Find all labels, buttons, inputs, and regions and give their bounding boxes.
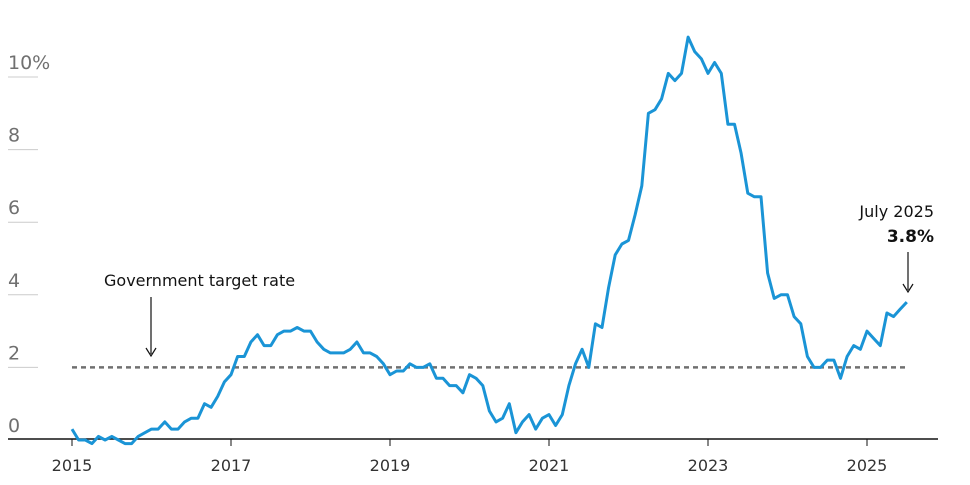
latest-annotation: July 2025 3.8% (858, 202, 934, 294)
latest-arrowhead (902, 283, 914, 294)
y-tick-label: 0 (8, 415, 20, 437)
y-tick-label: 2 (8, 342, 20, 364)
y-tick-label: 4 (8, 270, 20, 292)
x-tick-label: 2021 (529, 456, 570, 475)
latest-value-label: 3.8% (887, 227, 934, 247)
target-rate-arrowhead (145, 347, 157, 358)
target-rate-label: Government target rate (104, 271, 295, 290)
y-tick-label: 8 (8, 125, 20, 147)
x-axis: 2015 2017 2019 2021 2023 2025 (8, 438, 938, 475)
y-tick-label: 6 (8, 197, 20, 219)
x-tick-label: 2017 (211, 456, 252, 475)
x-tick-label: 2019 (370, 456, 411, 475)
inflation-series-line (70, 35, 908, 446)
x-tick-label: 2023 (688, 456, 729, 475)
y-axis: 0 2 4 6 8 10% (8, 52, 50, 437)
x-tick-label: 2025 (847, 456, 888, 475)
latest-date-label: July 2025 (858, 202, 934, 221)
y-tick-label: 10% (8, 52, 50, 74)
x-tick-label: 2015 (52, 456, 93, 475)
target-rate-annotation: Government target rate (104, 271, 295, 358)
